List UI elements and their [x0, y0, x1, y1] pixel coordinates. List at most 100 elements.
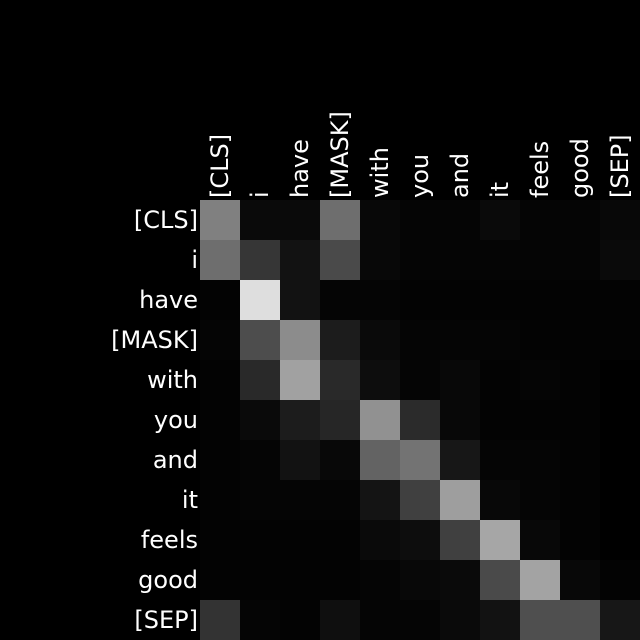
heatmap-cell-r6-c4: [360, 440, 400, 480]
y-tick-label: good: [138, 566, 198, 594]
x-tick-label: it: [486, 182, 514, 198]
heatmap-cell-r2-c5: [400, 280, 440, 320]
heatmap-cell-r4-c0: [200, 360, 240, 400]
heatmap-cell-r9-c9: [560, 560, 600, 600]
heatmap-cell-r8-c8: [520, 520, 560, 560]
heatmap-cell-r8-c3: [320, 520, 360, 560]
heatmap-cell-r8-c0: [200, 520, 240, 560]
x-tick-label: have: [286, 139, 314, 198]
heatmap-cell-r9-c6: [440, 560, 480, 600]
heatmap-cell-r5-c4: [360, 400, 400, 440]
heatmap-cell-r7-c8: [520, 480, 560, 520]
heatmap-cell-r3-c6: [440, 320, 480, 360]
heatmap-cell-r4-c2: [280, 360, 320, 400]
heatmap-cell-r6-c3: [320, 440, 360, 480]
y-tick-label: with: [147, 366, 198, 394]
heatmap-cell-r3-c9: [560, 320, 600, 360]
y-tick-label: i: [191, 246, 198, 274]
heatmap-cell-r0-c5: [400, 200, 440, 240]
heatmap-cell-r3-c0: [200, 320, 240, 360]
heatmap-cell-r7-c6: [440, 480, 480, 520]
heatmap-cell-r0-c8: [520, 200, 560, 240]
heatmap-cell-r6-c6: [440, 440, 480, 480]
heatmap-cell-r1-c0: [200, 240, 240, 280]
heatmap-cell-r0-c7: [480, 200, 520, 240]
heatmap-cell-r9-c5: [400, 560, 440, 600]
heatmap-cell-r6-c1: [240, 440, 280, 480]
y-tick-label: you: [154, 406, 198, 434]
heatmap-cell-r1-c9: [560, 240, 600, 280]
heatmap-cell-r2-c6: [440, 280, 480, 320]
heatmap-cell-r5-c2: [280, 400, 320, 440]
heatmap-cell-r3-c2: [280, 320, 320, 360]
heatmap-cell-r9-c4: [360, 560, 400, 600]
heatmap-cell-r3-c10: [600, 320, 640, 360]
heatmap-cell-r2-c3: [320, 280, 360, 320]
heatmap-cell-r6-c5: [400, 440, 440, 480]
heatmap-cell-r4-c9: [560, 360, 600, 400]
heatmap-cell-r5-c7: [480, 400, 520, 440]
heatmap-cell-r0-c10: [600, 200, 640, 240]
y-tick-label: [MASK]: [111, 326, 198, 354]
heatmap-cell-r10-c0: [200, 600, 240, 640]
heatmap-cell-r2-c9: [560, 280, 600, 320]
heatmap-cell-r5-c9: [560, 400, 600, 440]
heatmap-cell-r4-c10: [600, 360, 640, 400]
heatmap-cell-r8-c6: [440, 520, 480, 560]
x-tick-label: and: [446, 153, 474, 198]
heatmap-cell-r5-c3: [320, 400, 360, 440]
heatmap-cell-r0-c9: [560, 200, 600, 240]
heatmap-cell-r10-c6: [440, 600, 480, 640]
heatmap-cell-r1-c8: [520, 240, 560, 280]
x-axis-tick-labels: [CLS] i have [MASK] with you and it feels good [SE…: [206, 111, 634, 198]
heatmap-cell-r9-c2: [280, 560, 320, 600]
heatmap-cell-r2-c8: [520, 280, 560, 320]
heatmap-cell-r1-c4: [360, 240, 400, 280]
heatmap-cell-r2-c0: [200, 280, 240, 320]
heatmap-cell-r10-c9: [560, 600, 600, 640]
heatmap-cell-r4-c6: [440, 360, 480, 400]
x-tick-label: with: [366, 147, 394, 198]
heatmap-cell-r8-c7: [480, 520, 520, 560]
heatmap-cell-r5-c1: [240, 400, 280, 440]
heatmap-cell-r7-c2: [280, 480, 320, 520]
heatmap-cell-r7-c3: [320, 480, 360, 520]
heatmap-cell-r1-c6: [440, 240, 480, 280]
heatmap-cell-r9-c7: [480, 560, 520, 600]
heatmap-cell-r3-c3: [320, 320, 360, 360]
heatmap-cell-r4-c8: [520, 360, 560, 400]
heatmap-cell-r5-c0: [200, 400, 240, 440]
heatmap-cell-r10-c10: [600, 600, 640, 640]
heatmap-cell-r7-c4: [360, 480, 400, 520]
y-tick-label: [SEP]: [134, 606, 198, 634]
heatmap-cell-r3-c4: [360, 320, 400, 360]
heatmap-cell-r3-c8: [520, 320, 560, 360]
x-tick-label: [MASK]: [326, 111, 354, 198]
heatmap-cell-r7-c5: [400, 480, 440, 520]
y-tick-label: feels: [141, 526, 198, 554]
heatmap-cell-r7-c9: [560, 480, 600, 520]
x-tick-label: good: [566, 138, 594, 198]
heatmap-cell-r10-c2: [280, 600, 320, 640]
heatmap-cell-r3-c7: [480, 320, 520, 360]
x-tick-label: you: [406, 154, 434, 198]
heatmap-cell-r6-c8: [520, 440, 560, 480]
heatmap-cell-r8-c9: [560, 520, 600, 560]
heatmap-cell-r5-c10: [600, 400, 640, 440]
heatmap-cell-r2-c2: [280, 280, 320, 320]
heatmap-cell-r5-c8: [520, 400, 560, 440]
heatmap-cell-r3-c5: [400, 320, 440, 360]
heatmap-cell-r5-c6: [440, 400, 480, 440]
y-tick-label: [CLS]: [134, 206, 198, 234]
heatmap-cell-r1-c1: [240, 240, 280, 280]
heatmap-cell-r0-c2: [280, 200, 320, 240]
heatmap-cell-r2-c4: [360, 280, 400, 320]
heatmap-cell-r10-c5: [400, 600, 440, 640]
heatmap-cell-r8-c2: [280, 520, 320, 560]
heatmap-cell-r6-c0: [200, 440, 240, 480]
y-axis-tick-labels: [CLS] i have [MASK] with you and it feels good [SE…: [111, 206, 198, 634]
heatmap-cell-r7-c1: [240, 480, 280, 520]
heatmap-cells: [200, 200, 640, 640]
heatmap-cell-r1-c3: [320, 240, 360, 280]
heatmap-cell-r10-c3: [320, 600, 360, 640]
